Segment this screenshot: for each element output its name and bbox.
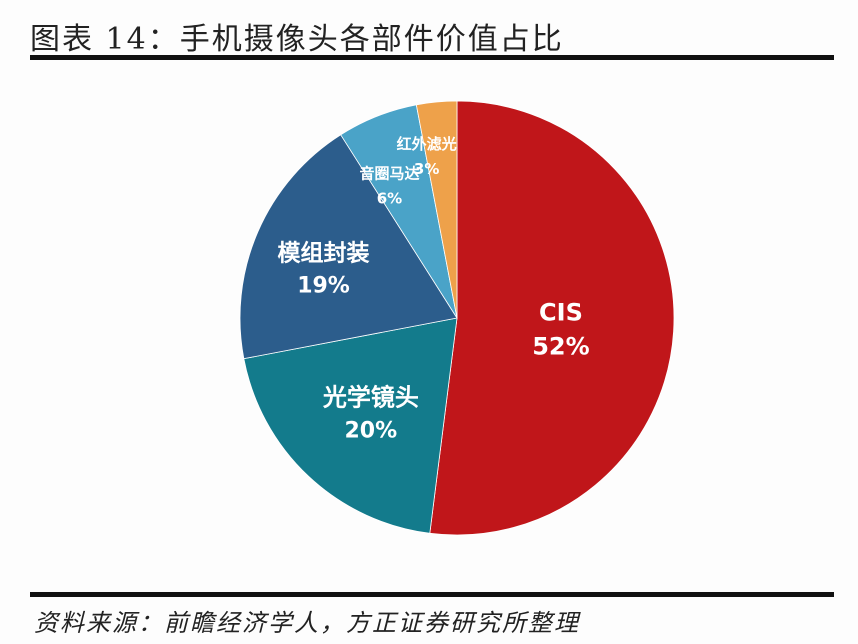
title-divider [30, 55, 834, 60]
slice-label-value: 20% [345, 419, 398, 444]
chart-title: 图表 14：手机摄像头各部件价值占比 [30, 22, 564, 57]
slice-label-value: 6% [377, 190, 402, 208]
pie-slice-1 [243, 317, 458, 534]
slice-label-name: 模组封装 [278, 240, 370, 267]
slice-label-name: 红外滤光 [397, 135, 457, 153]
slice-label-name: 音圈马达 [359, 165, 419, 183]
pie-slice-4 [415, 100, 458, 319]
slice-label-value: 3% [414, 160, 439, 178]
slice-label-value: 52% [532, 333, 589, 361]
source-divider [30, 592, 834, 597]
slice-label-value: 19% [297, 274, 350, 299]
source-note: 资料来源：前瞻经济学人，方正证券研究所整理 [34, 609, 580, 637]
slice-label-name: CIS [539, 299, 583, 327]
pie-slices [239, 100, 675, 536]
slice-label-name: 光学镜头 [322, 384, 419, 412]
pie-slice-0 [429, 100, 675, 536]
pie-labels: CIS 52% 光学镜头 20% 模组封装 19% 音圈马达 6% 红外滤光 3% [278, 135, 590, 444]
pie-slice-2 [239, 134, 458, 360]
